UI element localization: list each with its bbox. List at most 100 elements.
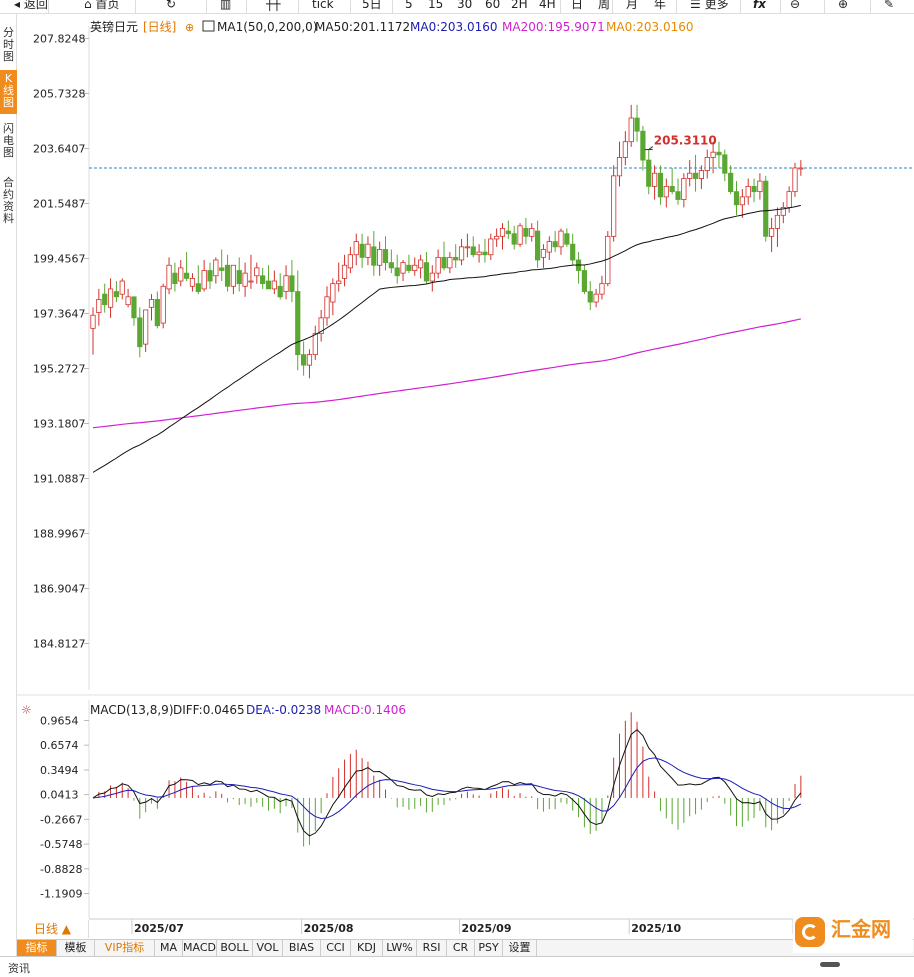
candle[interactable] (377, 241, 383, 276)
candle[interactable] (148, 294, 155, 321)
candle[interactable] (306, 349, 313, 379)
indicator-tab[interactable]: BIAS (283, 940, 321, 956)
candle[interactable] (195, 265, 201, 295)
sidebar-tab[interactable]: 闪电图 (3, 122, 14, 159)
candle[interactable] (131, 296, 137, 326)
candle[interactable] (289, 259, 295, 303)
candle[interactable] (213, 257, 219, 284)
candle[interactable] (488, 233, 494, 260)
candle[interactable] (482, 238, 488, 263)
candle[interactable] (248, 254, 254, 289)
candle[interactable] (365, 236, 371, 266)
candle[interactable] (283, 265, 289, 300)
candle[interactable] (265, 265, 272, 290)
tick-button[interactable]: tick (312, 0, 334, 11)
candle[interactable] (435, 249, 441, 279)
indicator-tab[interactable]: CR (447, 940, 475, 956)
candle[interactable] (464, 233, 471, 258)
period-button[interactable]: 周 (598, 0, 611, 11)
period-button[interactable]: 月 (626, 0, 639, 11)
period-button[interactable]: 30 (457, 0, 473, 11)
candle[interactable] (347, 246, 354, 274)
candle[interactable] (698, 165, 705, 190)
candle[interactable] (687, 160, 693, 187)
candle[interactable] (494, 228, 500, 247)
indicator-tab[interactable]: BOLL (217, 940, 253, 956)
indicator-tab[interactable]: MACD (183, 940, 217, 956)
candle[interactable] (324, 286, 330, 326)
candle[interactable] (429, 265, 435, 292)
candle[interactable] (453, 244, 459, 268)
candle[interactable] (552, 231, 558, 253)
chart-period[interactable]: [日线] (143, 20, 176, 34)
indicator-tab[interactable]: 模板 (57, 940, 95, 956)
candle[interactable] (271, 270, 277, 295)
candle[interactable] (277, 273, 283, 300)
candle[interactable] (669, 167, 675, 195)
indicator-tab[interactable]: PSY (475, 940, 503, 956)
candle[interactable] (540, 244, 547, 268)
period-button[interactable]: 5日 (362, 0, 382, 11)
candle[interactable] (733, 181, 740, 216)
candle[interactable] (581, 265, 588, 295)
settings-icon[interactable]: ⊕ (185, 21, 194, 34)
candle[interactable] (476, 244, 482, 263)
candle[interactable] (143, 309, 149, 353)
period-button[interactable]: 4H (539, 0, 556, 11)
candle[interactable] (704, 149, 710, 179)
candle[interactable] (564, 228, 570, 247)
indicator-tab[interactable]: 指标 (17, 940, 57, 956)
candle[interactable] (236, 257, 242, 292)
candle[interactable] (499, 223, 506, 250)
period-button[interactable]: 15 (428, 0, 444, 11)
candle[interactable] (593, 288, 599, 308)
period-button[interactable]: 2H (511, 0, 528, 11)
candle[interactable] (388, 249, 394, 274)
formula-button[interactable]: fx (753, 0, 766, 11)
candle[interactable] (336, 262, 342, 292)
candle[interactable] (207, 262, 213, 289)
sidebar-tab[interactable]: 分时图 (3, 26, 14, 63)
candle[interactable] (219, 249, 225, 282)
candle[interactable] (312, 325, 318, 360)
candle[interactable] (774, 207, 781, 247)
candle[interactable] (599, 275, 605, 300)
indicator-tab[interactable]: VOL (253, 940, 283, 956)
more-button[interactable]: ☰ 更多 (690, 0, 729, 11)
candle[interactable] (417, 254, 424, 279)
draw-icon[interactable]: ✎ (884, 0, 895, 11)
candle[interactable] (300, 341, 307, 376)
candle[interactable] (757, 173, 763, 200)
sidebar-tab[interactable]: 合约资料 (3, 176, 14, 225)
candle[interactable] (318, 309, 324, 342)
candle[interactable] (166, 257, 172, 295)
candle[interactable] (798, 160, 804, 176)
candle[interactable] (90, 307, 96, 355)
candle[interactable] (728, 165, 734, 195)
indicator-tab[interactable]: CCI (321, 940, 351, 956)
candle[interactable] (634, 104, 640, 142)
period-button[interactable]: 60 (485, 0, 501, 11)
candle-chart-icon[interactable]: ┼┼ (266, 0, 281, 11)
candle[interactable] (423, 252, 430, 284)
candle[interactable] (96, 288, 102, 326)
candle[interactable] (792, 162, 798, 197)
candle[interactable] (511, 225, 517, 250)
candle[interactable] (119, 278, 125, 300)
candle[interactable] (786, 186, 792, 213)
candle[interactable] (447, 252, 453, 274)
candle[interactable] (739, 189, 745, 218)
candle[interactable] (260, 267, 266, 289)
candle[interactable] (558, 228, 564, 255)
indicator-tab[interactable]: MA (155, 940, 183, 956)
candle[interactable] (178, 259, 184, 287)
footer-news[interactable]: 资讯 (8, 962, 30, 975)
candle[interactable] (675, 178, 681, 205)
period-button[interactable]: 5 (405, 0, 413, 11)
period-button[interactable]: 日 (571, 0, 584, 11)
indicator-tab[interactable]: VIP指标 (95, 940, 155, 956)
period-button[interactable]: 年 (654, 0, 667, 11)
candle[interactable] (780, 202, 786, 224)
back-button[interactable]: ◂ 返回 (14, 0, 48, 11)
candle[interactable] (611, 165, 617, 242)
